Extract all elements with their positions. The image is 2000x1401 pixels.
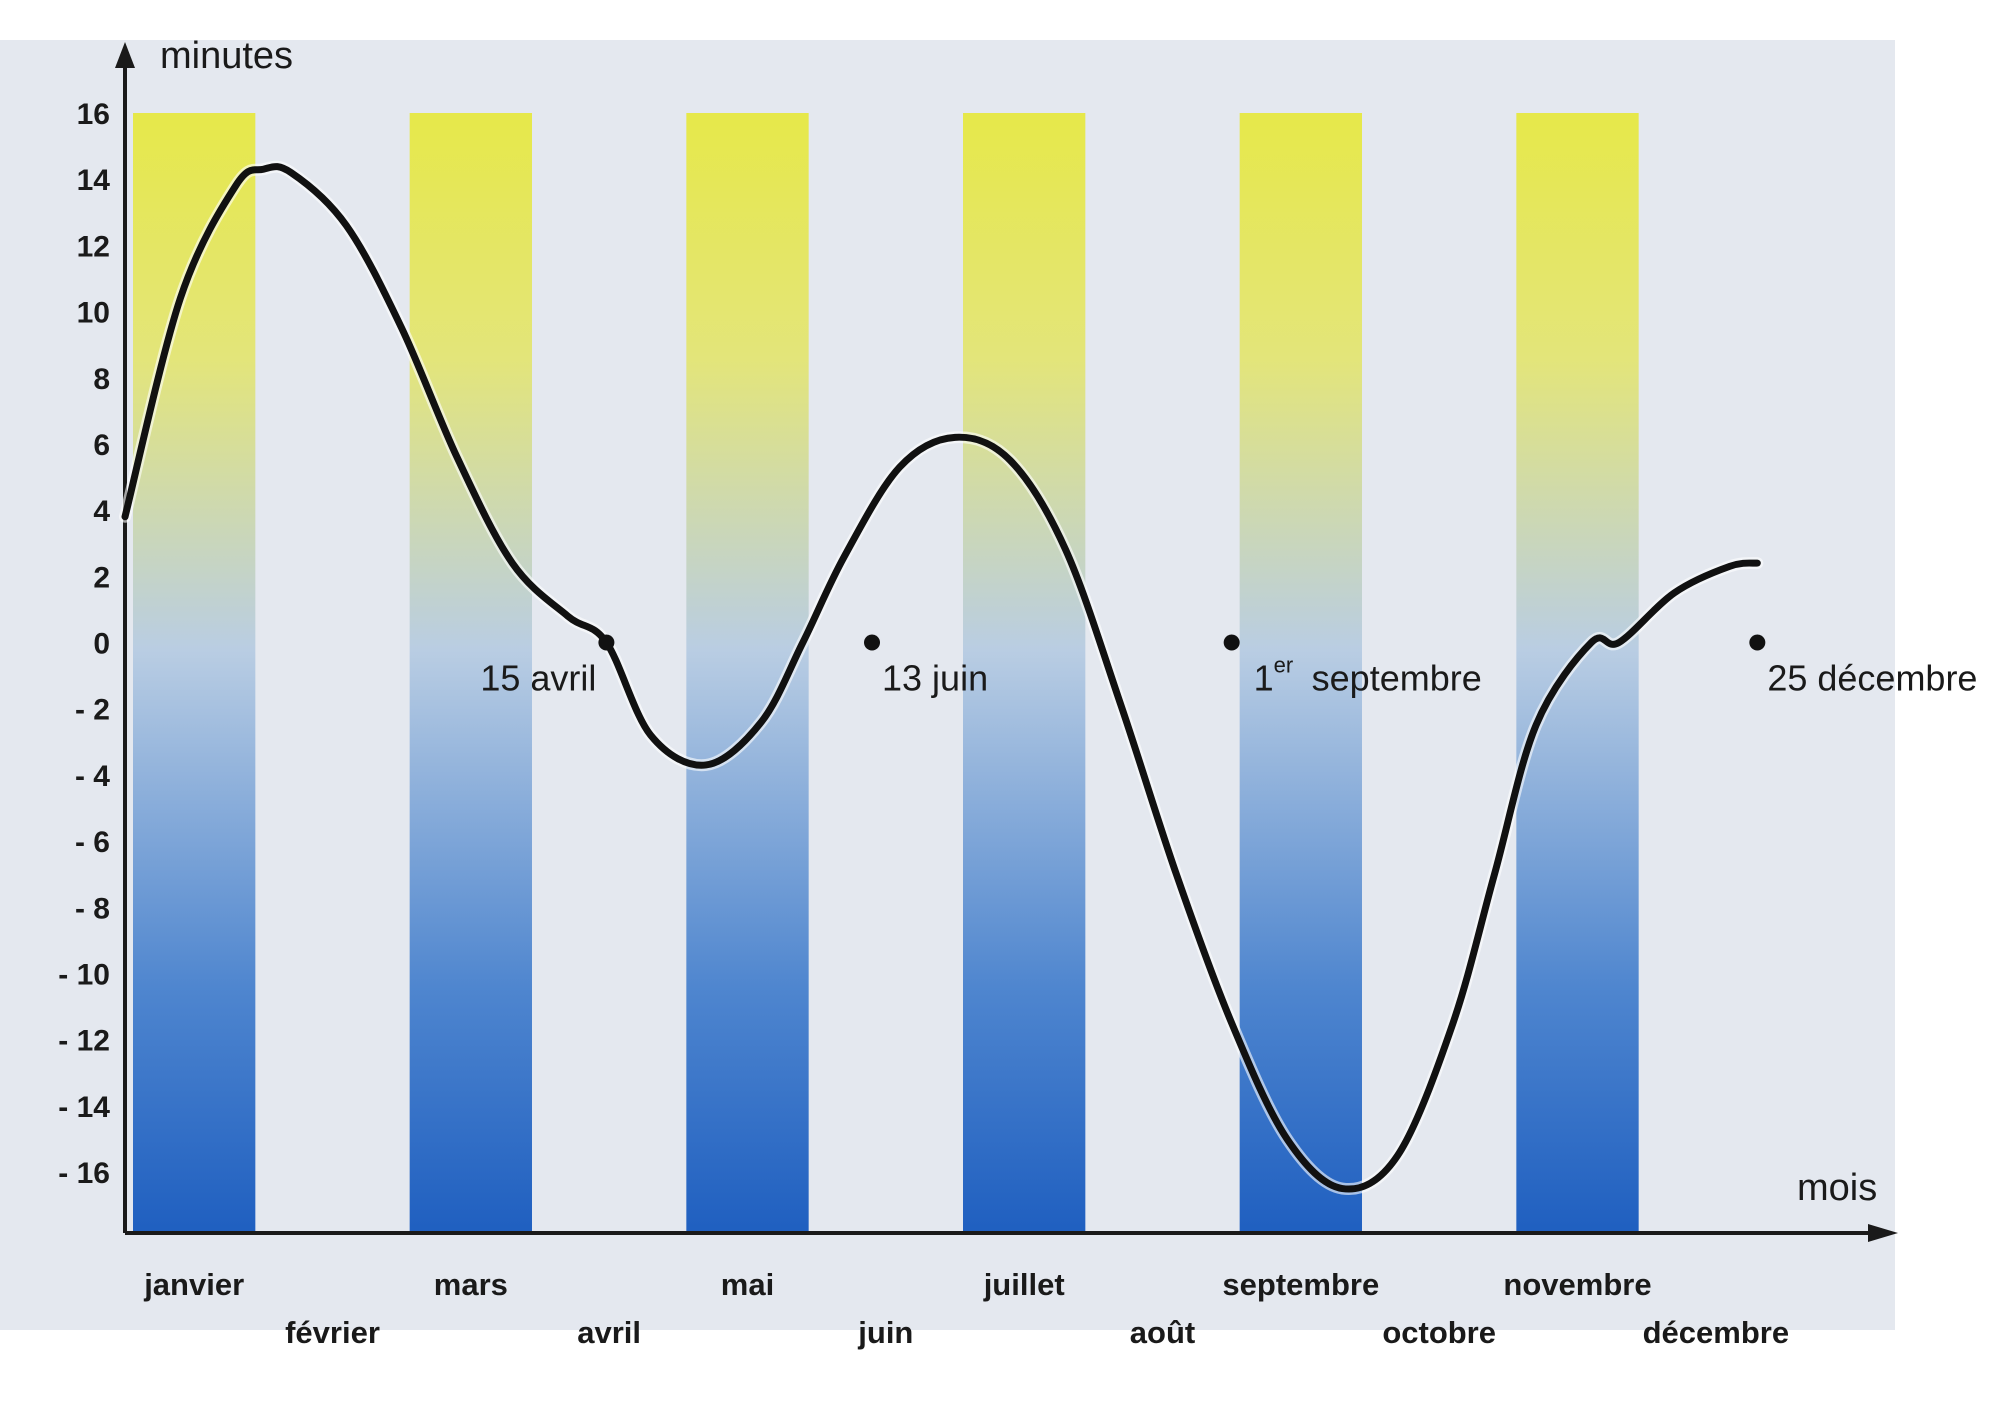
x-tick-label: février [285, 1315, 380, 1350]
zero-crossing-dot [864, 634, 880, 651]
x-tick-label: décembre [1643, 1315, 1789, 1350]
y-axis-arrow [115, 42, 135, 68]
y-tick-label: 0 [93, 628, 110, 661]
y-tick-label: - 10 [58, 958, 110, 991]
band-janvier [133, 113, 256, 1233]
x-tick-label: juillet [983, 1267, 1065, 1302]
band-mars [409, 113, 532, 1233]
y-tick-label: - 14 [58, 1091, 110, 1124]
x-axis-arrow [1868, 1224, 1898, 1242]
y-tick-label: 8 [93, 363, 110, 396]
x-tick-label: août [1130, 1315, 1195, 1350]
annotation-label: 25 décembre [1767, 658, 1977, 699]
annotation-label: 13 juin [882, 658, 988, 699]
band-septembre [1239, 113, 1362, 1233]
y-tick-label: 14 [77, 164, 111, 197]
y-tick-label: - 2 [75, 694, 110, 727]
y-tick-label: - 8 [75, 892, 110, 925]
zero-crossing-dot [1749, 634, 1766, 651]
y-axis-label: minutes [160, 35, 293, 77]
x-axis: janvier février mars avril mai juin juillet aoû… [125, 1224, 1898, 1350]
y-tick-label: - 4 [75, 760, 110, 793]
annotation-label: septembre [1312, 658, 1482, 699]
x-tick-label: mai [721, 1267, 774, 1302]
x-tick-label: octobre [1382, 1315, 1496, 1350]
annotation-label: 15 avril [480, 658, 596, 699]
band-novembre [1516, 113, 1639, 1233]
annotation-label-superscript: er [1274, 653, 1294, 678]
y-tick-label: - 12 [58, 1025, 110, 1058]
curve-group [119, 160, 1764, 1196]
y-tick-label: - 16 [58, 1157, 110, 1190]
annotation-label-prefix: 1 [1254, 658, 1274, 699]
y-tick-label: 12 [77, 230, 110, 263]
x-tick-label: juin [857, 1315, 913, 1350]
y-tick-label: 4 [93, 495, 110, 528]
equation-of-time-curve [121, 163, 1761, 1193]
x-axis-label: mois [1797, 1167, 1877, 1209]
y-tick-label: 10 [77, 297, 110, 330]
x-tick-label: mars [434, 1267, 508, 1302]
y-tick-label: 6 [93, 429, 110, 462]
band-juillet [963, 113, 1086, 1233]
annotations: 15 avril 13 juin 1 er septembre 25 décembre [480, 634, 1977, 699]
zero-crossing-dot [1223, 634, 1240, 651]
y-tick-label: - 6 [75, 826, 110, 859]
zero-crossing-dot [598, 634, 615, 651]
y-tick-label: 16 [77, 98, 110, 131]
x-tick-label: novembre [1503, 1267, 1651, 1302]
x-tick-label: janvier [143, 1267, 244, 1302]
y-tick-label: 2 [93, 561, 110, 594]
x-tick-label: avril [577, 1315, 641, 1350]
month-bands [133, 113, 1639, 1233]
y-axis: 16 14 12 10 8 6 4 2 0 - 2 - 4 - 6 - 8 - 10 - 12 - 14 - 1… [58, 42, 135, 1233]
x-tick-label: septembre [1222, 1267, 1379, 1302]
